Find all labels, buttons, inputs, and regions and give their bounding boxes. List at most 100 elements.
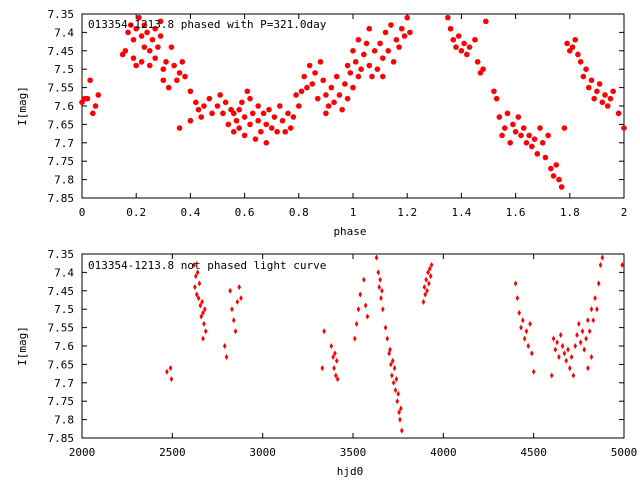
unphased-data-point <box>521 317 525 324</box>
phased-chart-title: 013354-1213.8 phased with P=321.0day <box>88 18 327 31</box>
unphased-x-tick-label: 4500 <box>520 446 547 459</box>
phased-x-axis-label: phase <box>333 225 366 238</box>
unphased-data-point <box>620 262 624 269</box>
phased-data-point <box>136 14 142 21</box>
phased-data-point <box>515 114 522 120</box>
phased-data-point <box>529 143 535 150</box>
phased-data-point <box>241 114 248 120</box>
unphased-data-point <box>557 354 561 361</box>
unphased-data-point <box>363 302 368 309</box>
phased-data-point <box>507 140 513 146</box>
phased-data-point <box>222 99 229 106</box>
phased-data-point <box>548 165 554 172</box>
phased-y-tick-label: 7.7 <box>54 137 74 150</box>
phased-data-point <box>160 66 167 72</box>
unphased-x-axis-label: hjd0 <box>337 465 364 478</box>
phased-x-tick-label: 2 <box>621 206 628 219</box>
phased-data-point <box>95 92 102 98</box>
unphased-data-point <box>195 269 200 276</box>
phased-data-point <box>293 92 299 98</box>
phased-data-point <box>125 29 131 36</box>
phased-data-point <box>155 44 161 50</box>
unphased-data-point <box>397 409 401 416</box>
unphased-data-point <box>389 361 393 368</box>
unphased-data-point <box>428 273 433 280</box>
unphased-data-point <box>331 354 335 361</box>
unphased-data-point <box>365 313 370 320</box>
unphased-data-point <box>169 376 174 383</box>
unphased-data-point <box>358 291 363 298</box>
unphased-data-point <box>553 346 558 353</box>
phased-data-point <box>350 84 356 91</box>
phased-data-point <box>201 103 207 109</box>
phased-data-point <box>187 88 194 95</box>
phased-data-point <box>133 62 139 69</box>
phased-data-point <box>217 92 224 98</box>
unphased-x-tick-label: 3500 <box>340 446 367 459</box>
phased-data-point <box>380 73 386 80</box>
unphased-data-points <box>165 254 624 434</box>
phased-data-point <box>599 99 606 106</box>
unphased-y-tick-label: 7.65 <box>48 358 75 371</box>
unphased-data-point <box>390 357 395 364</box>
unphased-data-point <box>192 262 196 269</box>
phased-data-point <box>258 128 264 135</box>
phased-data-point <box>176 125 183 131</box>
unphased-data-point <box>600 254 605 261</box>
phased-data-point <box>290 114 297 120</box>
unphased-data-point <box>390 372 394 379</box>
phased-data-point <box>385 48 392 54</box>
phased-data-point <box>331 99 337 106</box>
phased-data-point <box>588 77 595 84</box>
phased-data-point <box>260 110 267 117</box>
unphased-data-point <box>233 328 238 335</box>
unphased-data-point <box>424 276 428 283</box>
phased-data-point <box>526 132 532 139</box>
phased-data-point <box>187 117 194 124</box>
phased-data-point <box>542 154 549 161</box>
phased-data-point <box>366 25 373 32</box>
unphased-data-point <box>593 295 597 302</box>
unphased-data-point <box>230 306 234 313</box>
phased-data-point <box>564 40 570 47</box>
unphased-chart-title: 013354-1213.8 not phased light curve <box>88 259 326 272</box>
unphased-data-point <box>333 350 337 357</box>
unphased-data-point <box>335 376 340 383</box>
unphased-chart-panel: 7.357.47.457.57.557.67.657.77.757.87.85 … <box>16 248 637 478</box>
unphased-data-point <box>224 354 229 361</box>
phased-data-point <box>558 184 565 190</box>
unphased-data-point <box>564 357 568 364</box>
phased-data-point <box>277 103 283 109</box>
phased-data-point <box>193 99 199 106</box>
phased-data-point <box>163 59 169 65</box>
phased-data-point <box>176 70 183 76</box>
unphased-data-point <box>584 335 588 342</box>
unphased-data-point <box>530 350 534 357</box>
unphased-y-tick-label: 7.7 <box>54 377 74 390</box>
unphased-data-point <box>395 398 400 405</box>
unphased-data-point <box>526 343 531 349</box>
phased-data-point <box>233 117 240 124</box>
phased-data-point <box>591 95 597 102</box>
unphased-data-point <box>528 320 532 327</box>
phased-x-tick-label: 0 <box>79 206 86 219</box>
phased-data-point <box>344 95 351 102</box>
unphased-data-point <box>562 350 567 357</box>
unphased-data-point <box>569 354 574 361</box>
phased-data-point <box>160 77 167 84</box>
phased-data-point <box>320 77 326 84</box>
phased-chart-frame <box>81 13 625 199</box>
phased-data-point <box>407 29 413 36</box>
phased-data-point <box>398 25 405 32</box>
phased-data-point <box>347 70 354 76</box>
phased-data-point <box>239 99 245 106</box>
phased-data-point <box>355 73 362 80</box>
unphased-data-point <box>586 365 590 372</box>
unphased-data-point <box>598 262 603 269</box>
unphased-data-point <box>194 291 199 298</box>
unphased-x-tick-label: 2000 <box>69 446 96 459</box>
phased-data-point <box>333 73 340 80</box>
unphased-data-point <box>334 357 339 364</box>
unphased-data-point <box>202 320 206 327</box>
